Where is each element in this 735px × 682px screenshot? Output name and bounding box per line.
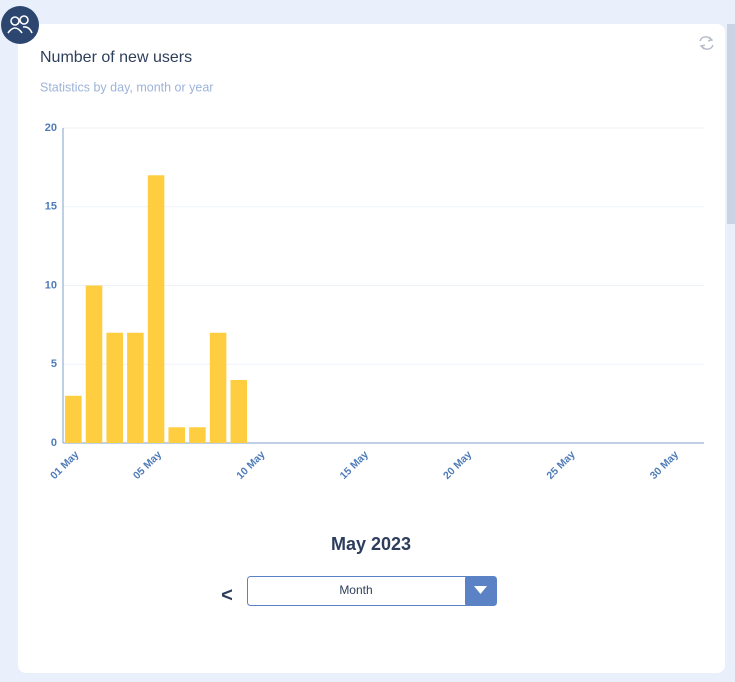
- card-title: Number of new users: [40, 49, 192, 66]
- bar: [209, 332, 227, 443]
- refresh-button[interactable]: [699, 36, 714, 50]
- prev-button[interactable]: <: [221, 584, 233, 606]
- bar: [127, 332, 144, 443]
- y-tick-label: 5: [51, 358, 57, 370]
- card: [18, 24, 725, 673]
- bar: [65, 395, 82, 443]
- scrollbar[interactable]: [727, 24, 735, 224]
- y-tick-label: 0: [51, 437, 57, 449]
- bar: [230, 380, 248, 443]
- period-select[interactable]: Month: [247, 576, 497, 606]
- bar: [168, 427, 185, 443]
- bar: [85, 285, 103, 443]
- y-tick-label: 10: [45, 279, 57, 291]
- select-value: Month: [339, 583, 372, 597]
- y-tick-label: 20: [45, 122, 57, 134]
- bar: [189, 427, 206, 443]
- y-tick-label: 15: [45, 201, 57, 213]
- bar: [106, 332, 123, 443]
- period-label: May 2023: [331, 534, 411, 554]
- avatar: [1, 6, 39, 44]
- bar: [147, 175, 165, 443]
- card-subtitle: Statistics by day, month or year: [40, 80, 213, 94]
